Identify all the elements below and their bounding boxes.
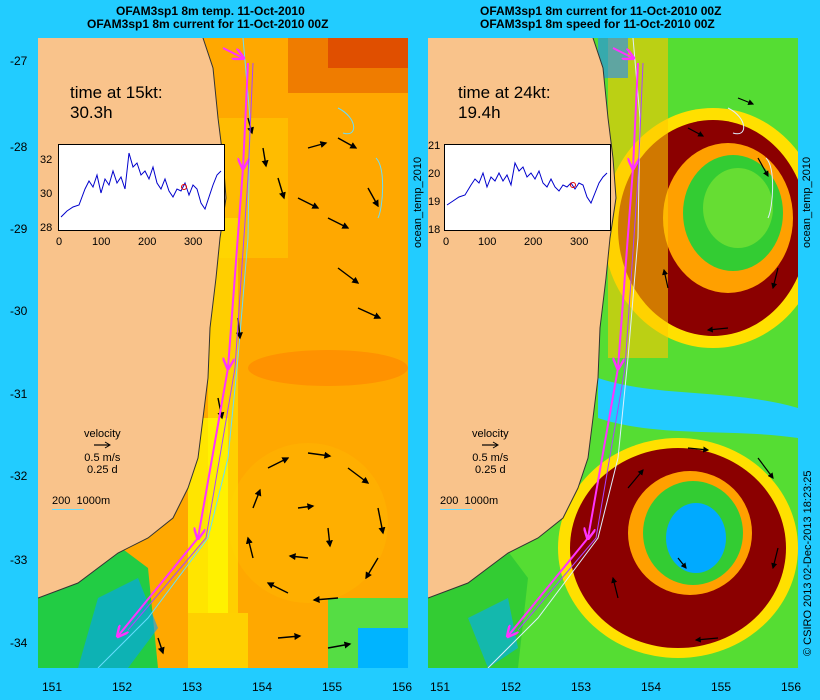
y-tick-label: -32 [10,469,28,483]
left-title-line2: OFAM3sp1 8m current for 11-Oct-2010 00Z [87,17,329,31]
left-inset-x-tick: 0 [56,236,63,248]
right-inset-x-tick: 300 [570,236,589,248]
x-tick-label: 151 [430,680,451,694]
right-temperature-timeseries [444,144,611,231]
y-tick-label: -27 [10,54,28,68]
left-inset-variable-label: ocean_temp_2010 [412,156,424,248]
y-tick-label: -34 [10,636,28,650]
x-tick-label: 154 [252,680,273,694]
left-inset-x-tick: 300 [184,236,203,248]
x-tick-label: 155 [711,680,732,694]
left-inset-y-tick: 30 [40,188,53,200]
right-inset-y-tick: 20 [428,168,441,180]
x-tick-label: 156 [392,680,413,694]
left-temperature-timeseries [58,144,225,231]
y-tick-label: -28 [10,140,28,154]
left-time-label: time at 15kt: 30.3h [70,83,163,122]
x-tick-label: 153 [571,680,592,694]
left-depth-legend: 200 1000m [52,495,110,510]
right-inset-x-tick: 100 [478,236,497,248]
right-inset-y-tick: 19 [428,196,441,208]
left-title-line1: OFAM3sp1 8m temp. 11-Oct-2010 [116,4,305,18]
x-tick-label: 155 [322,680,343,694]
right-title-line2: OFAM3sp1 8m speed for 11-Oct-2010 00Z [480,17,715,31]
x-tick-label: 153 [182,680,203,694]
left-inset-y-tick: 32 [40,154,53,166]
y-tick-label: -29 [10,222,28,236]
left-inset-x-tick: 200 [138,236,157,248]
credit-label: © CSIRO 2013 [802,582,814,656]
x-tick-label: 151 [42,680,63,694]
speed-map-panel [428,38,798,668]
right-time-label: time at 24kt: 19.4h [458,83,551,122]
right-inset-y-tick: 18 [428,224,441,236]
y-tick-label: -30 [10,304,28,318]
right-inset-variable-label: ocean_temp_2010 [801,156,813,248]
left-velocity-legend: velocity 0.5 m/s 0.25 d [84,428,121,476]
right-inset-x-tick: 200 [524,236,543,248]
right-inset-y-tick: 21 [428,140,441,152]
x-tick-label: 152 [112,680,133,694]
y-tick-label: -31 [10,387,28,401]
x-tick-label: 154 [641,680,662,694]
left-inset-x-tick: 100 [92,236,111,248]
right-velocity-legend: velocity 0.5 m/s 0.25 d [472,428,509,476]
timestamp-label: 02-Dec-2013 18:23:25 [802,470,814,580]
x-tick-label: 152 [501,680,522,694]
y-tick-label: -33 [10,553,28,567]
right-inset-x-tick: 0 [443,236,450,248]
left-inset-y-tick: 28 [40,222,53,234]
right-title-line1: OFAM3sp1 8m current for 11-Oct-2010 00Z [480,4,722,18]
temperature-map-panel [38,38,408,668]
x-tick-label: 156 [781,680,802,694]
right-depth-legend: 200 1000m [440,495,498,510]
